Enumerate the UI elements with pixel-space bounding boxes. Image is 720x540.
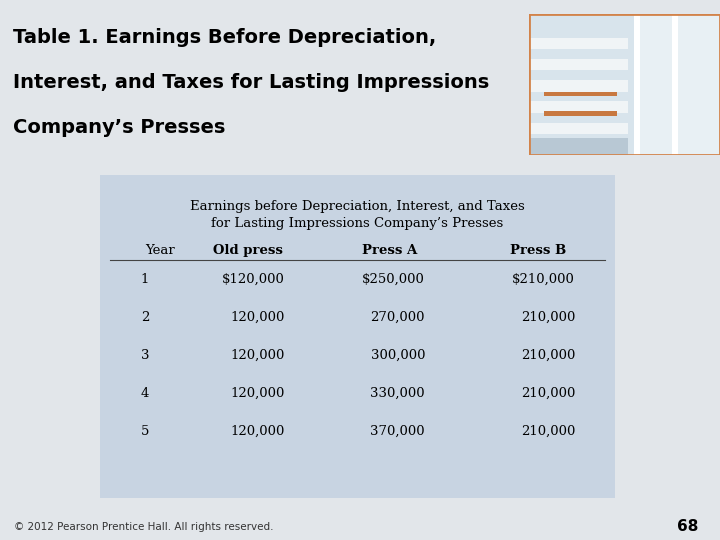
Text: 120,000: 120,000 (230, 311, 285, 324)
Text: Press A: Press A (362, 244, 418, 257)
Text: Table 1. Earnings Before Depreciation,: Table 1. Earnings Before Depreciation, (13, 28, 436, 47)
Text: Press B: Press B (510, 244, 566, 257)
Bar (529, 123, 629, 134)
Text: Year: Year (145, 244, 175, 257)
Text: $250,000: $250,000 (362, 273, 425, 286)
Text: 120,000: 120,000 (230, 425, 285, 438)
Text: 300,000: 300,000 (371, 349, 425, 362)
Text: $210,000: $210,000 (512, 273, 575, 286)
Text: 68: 68 (677, 519, 698, 534)
Bar (672, 14, 678, 155)
Text: 210,000: 210,000 (521, 311, 575, 324)
Bar (529, 80, 629, 92)
Text: Company’s Presses: Company’s Presses (13, 118, 225, 137)
Text: 2: 2 (141, 311, 149, 324)
Text: Old press: Old press (213, 244, 283, 257)
Bar (544, 92, 617, 96)
Bar (529, 59, 629, 70)
Bar (100, 175, 615, 498)
Text: 4: 4 (141, 387, 149, 400)
Bar (634, 14, 640, 155)
Text: 270,000: 270,000 (371, 311, 425, 324)
Text: $120,000: $120,000 (222, 273, 285, 286)
Text: for Lasting Impressions Company’s Presses: for Lasting Impressions Company’s Presse… (212, 217, 503, 230)
Text: 1: 1 (141, 273, 149, 286)
Text: 370,000: 370,000 (370, 425, 425, 438)
Bar (529, 38, 629, 49)
Text: 5: 5 (141, 425, 149, 438)
Text: Interest, and Taxes for Lasting Impressions: Interest, and Taxes for Lasting Impressi… (13, 73, 490, 92)
Text: 330,000: 330,000 (370, 387, 425, 400)
Text: 210,000: 210,000 (521, 349, 575, 362)
Text: © 2012 Pearson Prentice Hall. All rights reserved.: © 2012 Pearson Prentice Hall. All rights… (14, 522, 274, 532)
Text: 210,000: 210,000 (521, 425, 575, 438)
Text: 120,000: 120,000 (230, 349, 285, 362)
Bar (544, 111, 617, 116)
Text: 3: 3 (140, 349, 149, 362)
Text: Earnings before Depreciation, Interest, and Taxes: Earnings before Depreciation, Interest, … (190, 200, 525, 213)
Bar (634, 14, 720, 155)
Bar (529, 102, 629, 113)
Text: 120,000: 120,000 (230, 387, 285, 400)
Bar (529, 138, 629, 155)
Text: 210,000: 210,000 (521, 387, 575, 400)
